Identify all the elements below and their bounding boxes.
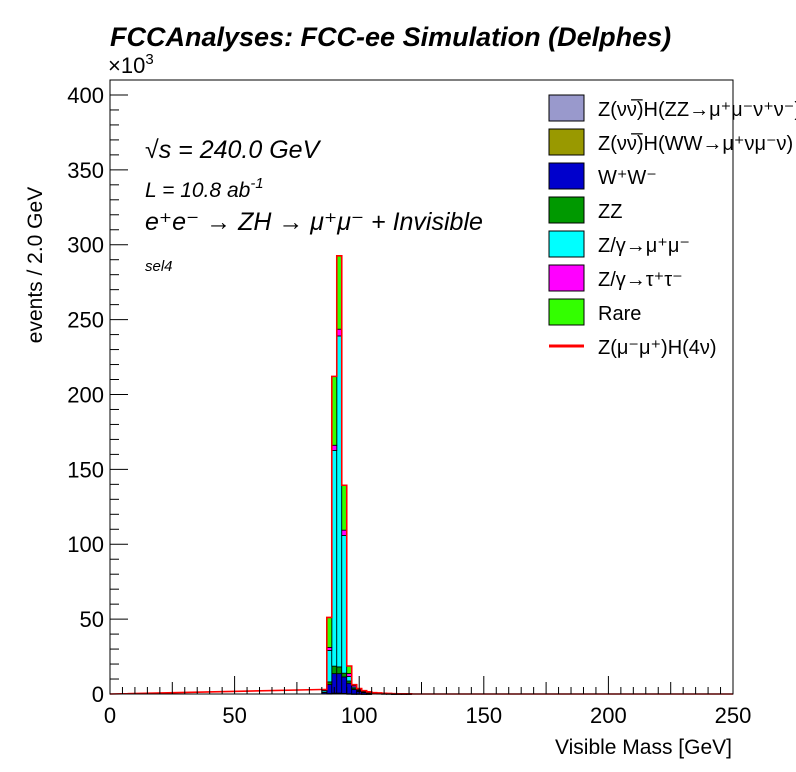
bar-2-4 — [341, 676, 348, 694]
x-tick-label-0: 0 — [104, 703, 116, 728]
legend-swatch-1 — [548, 128, 585, 156]
x-axis-label: Visible Mass [GeV] — [555, 736, 732, 759]
sqrt-s-annotation: √s = 240.0 GeV — [145, 136, 322, 164]
legend-label-6: Rare — [598, 303, 641, 325]
legend-swatch-3 — [548, 196, 585, 224]
y-tick-label-50: 50 — [80, 607, 104, 632]
process-annotation: e⁺e⁻ → ZH → μ⁺μ⁻ + Invisible — [145, 208, 483, 236]
histogram-stack — [321, 255, 412, 695]
legend-swatch-2 — [548, 162, 585, 190]
legend-swatch-4 — [548, 230, 585, 258]
y-tick-label-250: 250 — [67, 308, 104, 333]
y-axis: 0 50 100 150 200 250 300 350 400 — [67, 79, 128, 707]
legend: Z(νν̅)H(ZZ→μ⁺μ⁻ν⁺ν⁻) Z(νν̅)H(WW→μ⁺νμ⁻ν) W⁺… — [548, 94, 796, 359]
x-tick-label-250: 250 — [715, 703, 752, 728]
y-tick-label-100: 100 — [67, 532, 104, 557]
legend-label-1: Z(νν̅)H(WW→μ⁺νμ⁻ν) — [598, 132, 793, 155]
y-tick-label-150: 150 — [67, 457, 104, 482]
legend-label-3: ZZ — [598, 201, 622, 223]
x-tick-label-50: 50 — [222, 703, 246, 728]
legend-label-0: Z(νν̅)H(ZZ→μ⁺μ⁻ν⁺ν⁻) — [598, 98, 796, 121]
chart-title: FCCAnalyses: FCC-ee Simulation (Delphes) — [110, 22, 671, 52]
lumi-annotation: L = 10.8 ab — [145, 179, 251, 202]
legend-label-4: Z/γ→μ⁺μ⁻ — [598, 235, 690, 257]
svg-text:×103: ×103 — [108, 51, 154, 78]
y-multiplier-exponent: 3 — [145, 51, 153, 68]
x-axis: 0 50 100 150 200 250 — [104, 676, 751, 728]
y-tick-label-0: 0 — [92, 682, 104, 707]
lumi-exponent: -1 — [250, 175, 263, 192]
y-tick-label-300: 300 — [67, 233, 104, 258]
legend-swatch-6 — [548, 298, 585, 326]
bar-2-3 — [336, 673, 343, 694]
x-tick-label-150: 150 — [465, 703, 502, 728]
y-axis-label: events / 2.0 GeV — [24, 187, 47, 343]
bar-3-2 — [331, 665, 338, 675]
annotations: √s = 240.0 GeV L = 10.8 ab-1 e⁺e⁻ → ZH →… — [145, 136, 483, 275]
bar-3-4 — [341, 672, 348, 678]
y-tick-label-350: 350 — [67, 158, 104, 183]
legend-label-5: Z/γ→τ⁺τ⁻ — [598, 269, 683, 291]
bar-3-3 — [336, 666, 343, 675]
selection-annotation: sel4 — [145, 258, 173, 275]
x-tick-label-200: 200 — [590, 703, 627, 728]
y-tick-label-400: 400 — [67, 83, 104, 108]
y-tick-label-200: 200 — [67, 382, 104, 407]
svg-text:L = 10.8 ab-1: L = 10.8 ab-1 — [145, 175, 264, 202]
legend-label-7: Z(μ⁻μ⁺)H(4ν) — [598, 337, 717, 359]
legend-swatch-0 — [548, 94, 585, 122]
y-multiplier: ×103 — [108, 51, 154, 78]
legend-label-2: W⁺W⁻ — [598, 167, 657, 189]
bar-2-6 — [351, 688, 358, 695]
y-multiplier-base: ×10 — [108, 53, 145, 78]
x-tick-label-100: 100 — [341, 703, 378, 728]
legend-swatch-5 — [548, 264, 585, 292]
